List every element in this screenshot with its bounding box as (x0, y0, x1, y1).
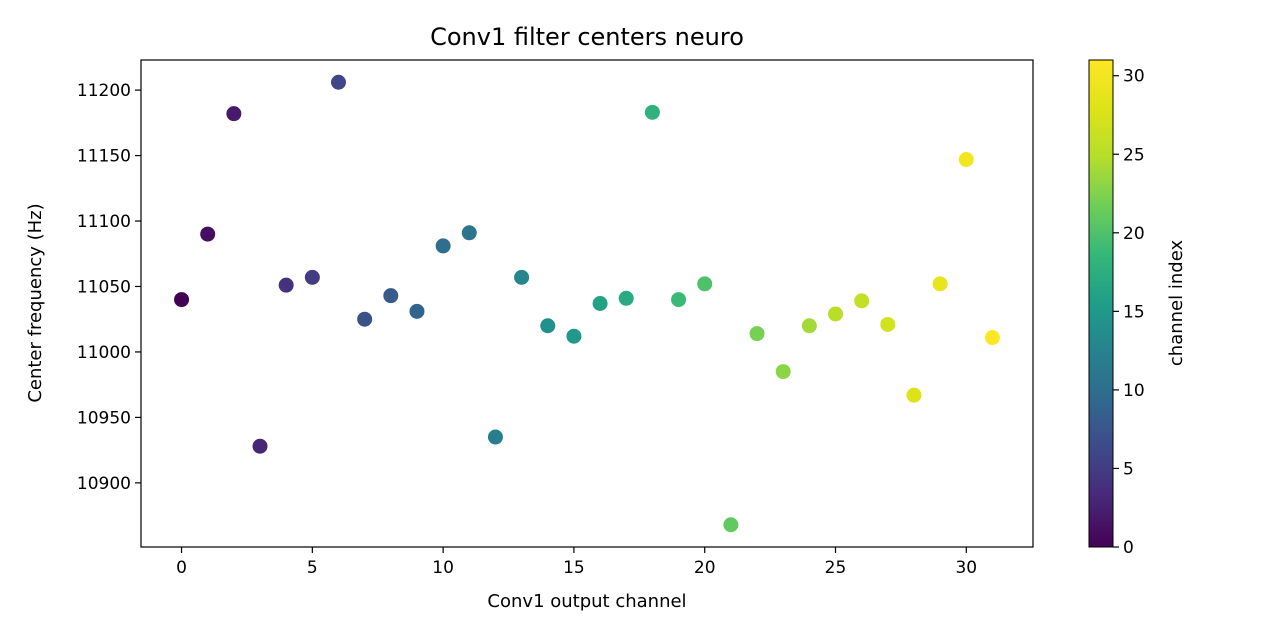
data-point (304, 269, 320, 285)
data-point (435, 238, 451, 254)
y-axis-label: Center frequency (Hz) (25, 203, 46, 402)
colorbar-tick-label: 20 (1123, 224, 1145, 244)
x-axis-label: Conv1 output channel (487, 591, 686, 612)
data-point (514, 269, 530, 285)
colorbar-label: channel index (1166, 240, 1187, 367)
y-tick-label: 11000 (77, 343, 131, 363)
colorbar-tick-label: 30 (1123, 67, 1145, 87)
data-point (749, 326, 765, 342)
y-tick-label: 11100 (77, 212, 131, 232)
y-axis-ticks: 10900 10950 11000 11050 11100 11150 11200 (77, 81, 141, 494)
data-point (775, 364, 791, 380)
data-point (461, 225, 477, 241)
x-tick-label: 10 (432, 558, 454, 578)
data-point (330, 74, 346, 90)
data-point (723, 517, 739, 533)
plot-area-frame (140, 59, 1034, 548)
x-tick-label: 25 (825, 558, 847, 578)
data-point (618, 290, 634, 306)
x-tick-label: 20 (694, 558, 716, 578)
y-tick-label: 11050 (77, 277, 131, 297)
colorbar-tick-label: 5 (1123, 459, 1134, 479)
data-point (200, 226, 216, 242)
scatter-points (174, 74, 1000, 533)
y-tick-label: 10900 (77, 474, 131, 494)
data-point (174, 292, 190, 308)
data-point (487, 429, 503, 445)
colorbar-tick-label: 0 (1123, 538, 1134, 558)
data-point (226, 106, 242, 122)
data-point (958, 151, 974, 167)
colorbar-tick-label: 10 (1123, 381, 1145, 401)
colorbar-ticks: 0 5 10 15 20 25 30 (1113, 67, 1145, 558)
data-point (540, 318, 556, 334)
data-point (854, 293, 870, 309)
x-tick-label: 30 (955, 558, 977, 578)
y-tick-label: 11200 (77, 81, 131, 101)
data-point (880, 316, 896, 332)
data-point (566, 328, 582, 344)
data-point (644, 104, 660, 120)
data-point (906, 387, 922, 403)
data-point (828, 306, 844, 322)
x-tick-label: 5 (307, 558, 318, 578)
data-point (409, 303, 425, 319)
x-tick-label: 0 (176, 558, 187, 578)
data-point (252, 438, 268, 454)
y-tick-label: 10950 (77, 408, 131, 428)
colorbar-tick-label: 15 (1123, 302, 1145, 322)
colorbar (1088, 59, 1114, 548)
data-point (932, 276, 948, 292)
data-point (801, 318, 817, 334)
data-point (984, 330, 1000, 346)
y-tick-label: 11150 (77, 147, 131, 167)
x-axis-ticks: 0 5 10 15 20 25 30 (176, 547, 977, 578)
colorbar-tick-label: 25 (1123, 145, 1145, 165)
data-point (278, 277, 294, 293)
data-point (592, 296, 608, 311)
x-tick-label: 15 (563, 558, 585, 578)
data-point (357, 311, 373, 327)
data-point (671, 292, 687, 308)
data-point (383, 288, 399, 304)
data-point (697, 276, 713, 292)
chart-title: Conv1 filter centers neuro (430, 23, 744, 51)
